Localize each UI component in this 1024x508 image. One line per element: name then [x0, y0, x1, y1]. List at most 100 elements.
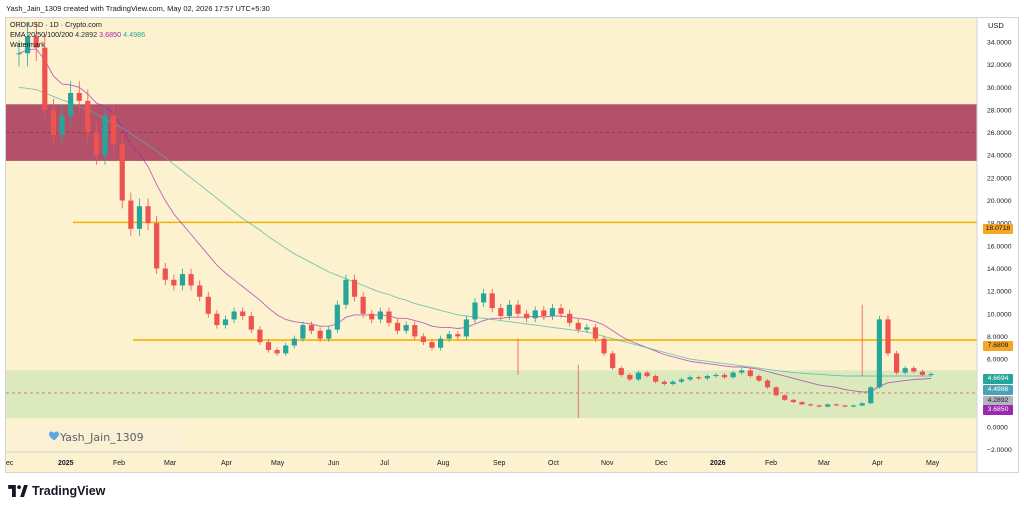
- candle-body: [68, 92, 74, 116]
- heart-icon: [49, 431, 59, 441]
- candle-body: [825, 404, 831, 407]
- candle: [403, 321, 409, 335]
- candle: [369, 309, 375, 324]
- ema-indicator-legend[interactable]: EMA 20/50/100/200 4.2892 3.6850 4.4986: [10, 30, 145, 40]
- ema-value-1: 4.2892: [75, 30, 98, 39]
- price-tag[interactable]: 7.6809: [983, 341, 1013, 351]
- candle: [111, 104, 117, 154]
- candle: [833, 403, 839, 407]
- x-tick-label: Jul: [380, 460, 389, 467]
- candle-body: [119, 143, 125, 201]
- candle-body: [463, 319, 469, 337]
- candle-body: [893, 353, 900, 373]
- candle-body: [739, 370, 745, 373]
- candle: [93, 122, 100, 165]
- watermark-legend[interactable]: Watermark: [10, 40, 45, 49]
- candle: [437, 335, 444, 351]
- candle-body: [592, 327, 599, 339]
- candle-body: [498, 308, 504, 317]
- candle-body: [214, 313, 220, 326]
- candle: [317, 327, 323, 342]
- candle-body: [575, 322, 581, 330]
- candle-body: [291, 338, 297, 346]
- candle: [610, 350, 616, 371]
- candle: [799, 401, 805, 406]
- candle-body: [833, 404, 839, 406]
- y-tick-label: 30.0000: [987, 85, 1012, 92]
- candle: [567, 309, 573, 327]
- x-tick-label: Sep: [493, 460, 506, 467]
- price-tag[interactable]: 18.0718: [983, 224, 1013, 234]
- candle-body: [782, 395, 788, 400]
- candle: [68, 81, 74, 127]
- candle-body: [205, 296, 211, 314]
- price-tag[interactable]: 4.4986: [983, 385, 1013, 395]
- candle-body: [687, 377, 693, 380]
- candle-body: [343, 279, 349, 305]
- candle: [102, 104, 108, 165]
- y-tick-label: −2.0000: [987, 447, 1012, 454]
- candle-body: [274, 350, 280, 354]
- candle-body: [756, 376, 762, 381]
- candle: [670, 380, 676, 386]
- candle-body: [928, 374, 934, 376]
- ema-label: EMA 20/50/100/200: [10, 30, 74, 39]
- candle-body: [541, 310, 547, 317]
- candle-body: [790, 399, 796, 403]
- price-tag[interactable]: 4.6694: [983, 374, 1013, 384]
- x-tick-label: Feb: [765, 460, 777, 467]
- candle: [154, 216, 160, 275]
- tradingview-logo[interactable]: TradingView: [8, 484, 105, 498]
- x-tick-label: Apr: [872, 460, 884, 467]
- candle: [377, 307, 383, 324]
- x-tick-label: Nov: [601, 460, 614, 467]
- candle-body: [618, 368, 624, 375]
- price-chart[interactable]: 34.0000 32.0000 30.0000 28.0000 26.0000 24.00…: [5, 17, 1019, 473]
- currency-label[interactable]: USD: [988, 21, 1004, 30]
- candle: [515, 300, 521, 318]
- candle: [549, 303, 556, 320]
- candle: [764, 378, 771, 389]
- candle-body: [93, 132, 100, 156]
- candle: [678, 377, 685, 384]
- candle: [618, 366, 624, 377]
- candle-body: [386, 311, 392, 323]
- candle: [85, 89, 91, 143]
- candle-body: [644, 372, 650, 377]
- price-tag[interactable]: 3.6850: [983, 405, 1013, 415]
- candle: [739, 368, 745, 375]
- candle: [76, 81, 82, 113]
- candle: [455, 330, 461, 340]
- x-tick-label: Oct: [548, 460, 559, 467]
- candle: [16, 40, 22, 67]
- candle: [825, 403, 831, 408]
- y-tick-label: 32.0000: [987, 62, 1012, 69]
- x-tick-label: Mar: [164, 460, 177, 467]
- candle-body: [627, 374, 633, 380]
- candle-body: [549, 308, 556, 317]
- candle-body: [481, 293, 487, 303]
- candle: [584, 323, 590, 334]
- candle-body: [308, 325, 315, 331]
- candle: [481, 288, 487, 307]
- candle: [489, 288, 495, 313]
- y-tick-label: 12.0000: [987, 289, 1012, 296]
- candle-body: [532, 310, 538, 319]
- candle-body: [420, 336, 426, 343]
- y-tick-label: 22.0000: [987, 175, 1012, 182]
- y-tick-label: 10.0000: [987, 311, 1012, 318]
- candle-body: [59, 115, 65, 135]
- y-tick-label: 0.0000: [987, 425, 1008, 432]
- x-tick-label: ec: [6, 460, 14, 467]
- candle: [713, 373, 719, 378]
- y-tick-label: 14.0000: [987, 266, 1012, 273]
- price-tag[interactable]: 4.2892: [983, 396, 1013, 406]
- candle-body: [128, 200, 134, 229]
- y-tick-label: 26.0000: [987, 130, 1012, 137]
- candle-body: [179, 274, 186, 286]
- candle: [601, 335, 607, 356]
- symbol-info[interactable]: ORDIUSD · 1D · Crypto.com: [10, 20, 102, 29]
- candle-body: [197, 285, 203, 297]
- candle-body: [558, 308, 564, 314]
- x-tick-label: 2025: [58, 460, 74, 467]
